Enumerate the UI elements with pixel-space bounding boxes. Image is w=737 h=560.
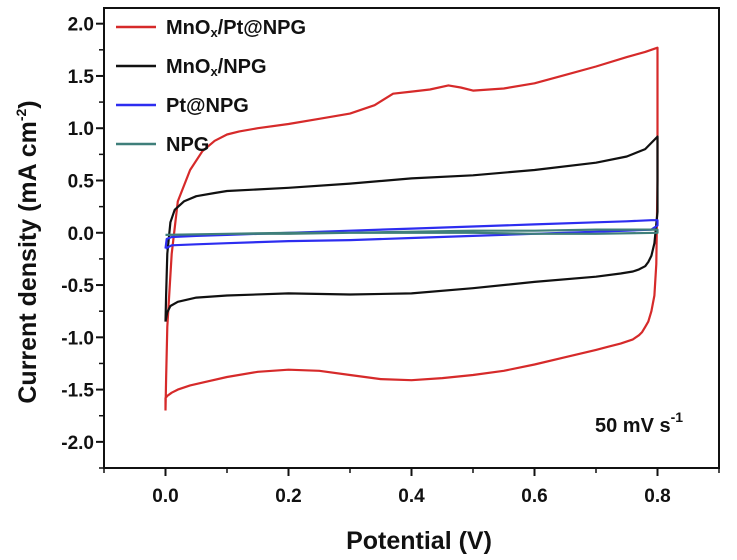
- x-tick-label: 0.8: [644, 486, 670, 507]
- y-tick-label: 0.0: [68, 224, 94, 245]
- x-tick-label: 0.2: [275, 486, 301, 507]
- legend-label-npg: NPG: [166, 134, 209, 156]
- scan-rate-annotation: 50 mV s-1: [595, 409, 683, 437]
- series-line-npg: [165, 228, 659, 236]
- y-axis: -2.0 -1.5 -1.0 -0.5 0.0 0.5 1.0 1.5 2.0: [61, 15, 104, 469]
- y-tick-label: -1.0: [61, 328, 94, 349]
- legend-label-pt-npg: Pt@NPG: [166, 95, 249, 117]
- y-axis-title: Current density (mA cm-2): [13, 100, 42, 403]
- y-tick-label: -0.5: [61, 276, 94, 297]
- legend: MnOx/Pt@NPG MnOx/NPG Pt@NPG NPG: [116, 17, 306, 156]
- y-tick-label: 0.5: [68, 172, 95, 193]
- series-layer: [164, 46, 659, 411]
- x-tick-label: 0.0: [152, 486, 178, 507]
- legend-label-mnox-npg: MnOx/NPG: [166, 56, 267, 79]
- x-tick-label: 0.4: [398, 486, 425, 507]
- series-line-mnox-pt-npg: [164, 46, 659, 411]
- x-axis-title: Potential (V): [346, 527, 492, 555]
- y-tick-label: 1.5: [68, 67, 95, 88]
- x-tick-label: 0.6: [521, 486, 547, 507]
- legend-label-mnox-pt-npg: MnOx/Pt@NPG: [166, 17, 306, 40]
- y-tick-label: 1.0: [68, 119, 94, 140]
- x-axis: 0.0 0.2 0.4 0.6 0.8: [103, 468, 720, 507]
- y-tick-label: -2.0: [61, 433, 94, 454]
- y-tick-label: -1.5: [61, 381, 94, 402]
- y-tick-label: 2.0: [68, 15, 94, 36]
